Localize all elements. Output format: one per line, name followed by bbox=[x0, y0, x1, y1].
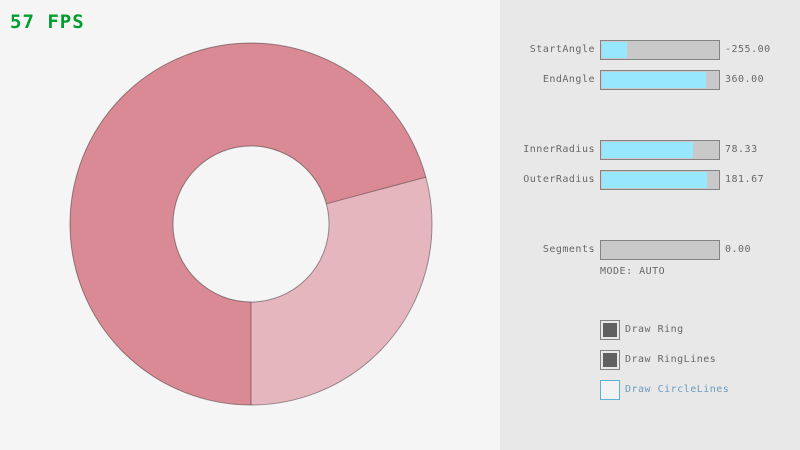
outerradius-label: OuterRadius bbox=[523, 174, 595, 185]
outerradius-slider[interactable] bbox=[600, 170, 720, 190]
segments-slider[interactable] bbox=[600, 240, 720, 260]
startangle-slider[interactable] bbox=[600, 40, 720, 60]
draw-circlelines-checkbox[interactable] bbox=[600, 380, 620, 400]
startangle-label: StartAngle bbox=[529, 44, 595, 55]
checkmark-fill bbox=[603, 383, 617, 397]
outerradius-value: 181.67 bbox=[725, 174, 765, 185]
segments-label: Segments bbox=[542, 244, 595, 255]
ring-outer-outline bbox=[69, 42, 433, 406]
outerradius-slider-fill bbox=[602, 172, 707, 188]
draw-ringlines-label: Draw RingLines bbox=[625, 354, 717, 365]
endangle-slider-fill bbox=[602, 72, 706, 88]
fps-counter: 57 FPS bbox=[10, 11, 85, 33]
checkmark-fill bbox=[603, 353, 617, 367]
innerradius-slider[interactable] bbox=[600, 140, 720, 160]
draw-ringlines-checkbox[interactable] bbox=[600, 350, 620, 370]
startangle-slider-fill bbox=[602, 42, 627, 58]
ring-inner-outline bbox=[172, 145, 330, 303]
startangle-value: -255.00 bbox=[725, 44, 771, 55]
draw-circlelines-label: Draw CircleLines bbox=[625, 384, 730, 395]
endangle-label: EndAngle bbox=[542, 74, 595, 85]
segments-value: 0.00 bbox=[725, 244, 752, 255]
draw-ring-label: Draw Ring bbox=[625, 324, 684, 335]
ring-overlap-sector bbox=[69, 43, 426, 406]
ring-single-sector bbox=[251, 177, 432, 405]
endangle-value: 360.00 bbox=[725, 74, 765, 85]
checkmark-fill bbox=[603, 323, 617, 337]
ring-end-edge-line bbox=[326, 176, 426, 205]
innerradius-slider-fill bbox=[602, 142, 693, 158]
innerradius-value: 78.33 bbox=[725, 144, 758, 155]
innerradius-label: InnerRadius bbox=[523, 144, 595, 155]
segments-mode-text: MODE: AUTO bbox=[600, 266, 666, 277]
endangle-slider[interactable] bbox=[600, 70, 720, 90]
draw-ring-checkbox[interactable] bbox=[600, 320, 620, 340]
